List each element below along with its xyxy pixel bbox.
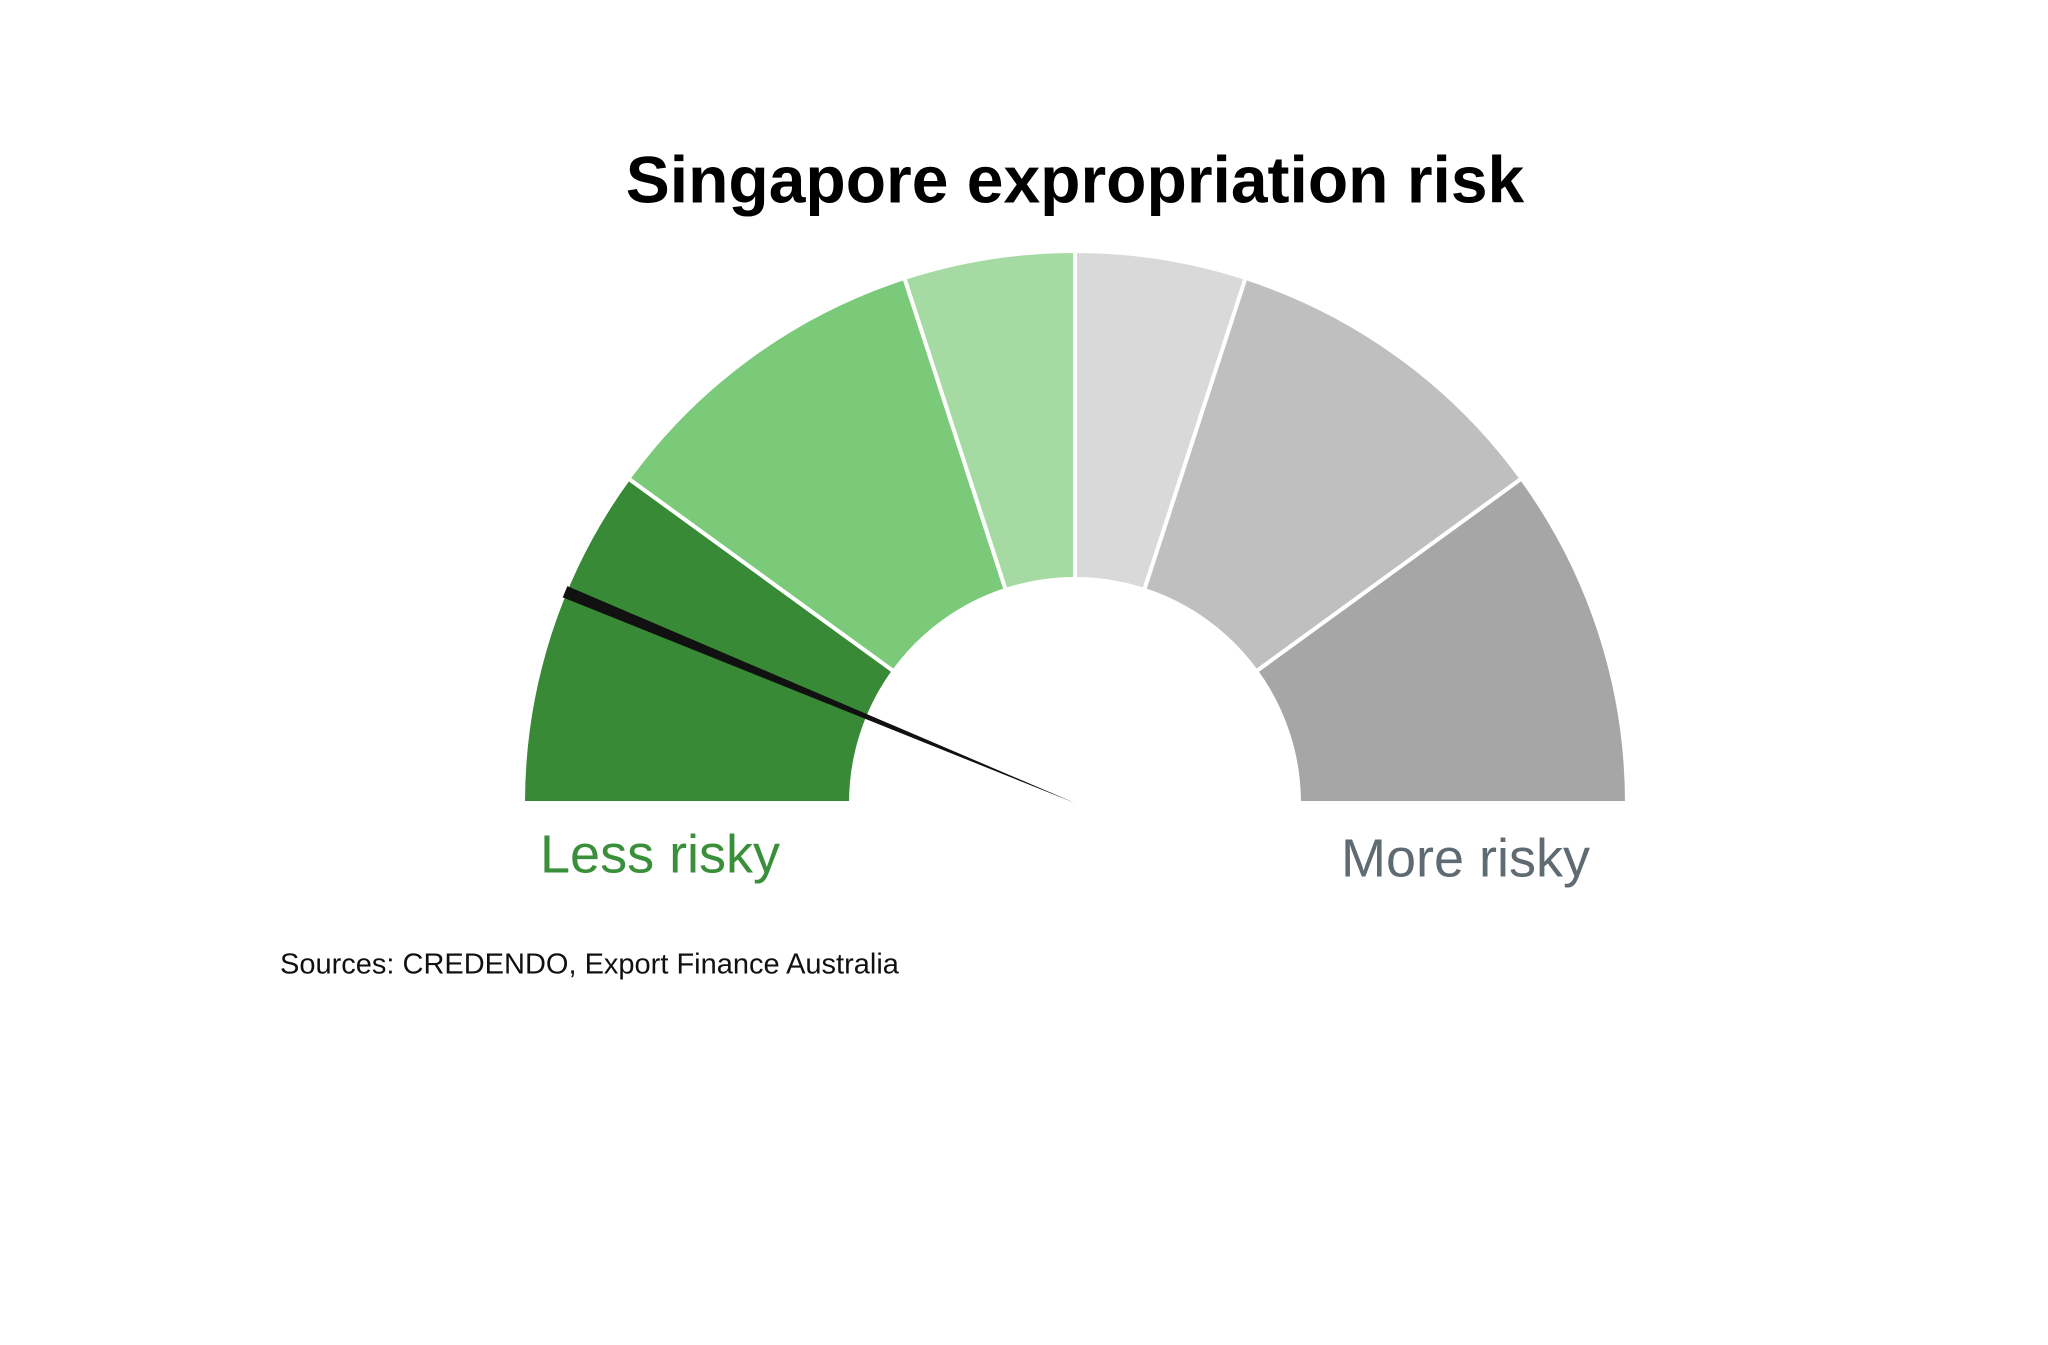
gauge-segment — [1141, 275, 1525, 675]
source-note: Sources: CREDENDO, Export Finance Austra… — [280, 949, 900, 981]
gauge-segment — [625, 275, 1009, 675]
needle — [562, 586, 1075, 803]
gauge-segment — [520, 475, 897, 805]
gauge-segment — [1253, 475, 1630, 805]
min-label: Less risky — [540, 824, 780, 884]
max-label: More risky — [1341, 828, 1590, 888]
chart-title: Singapore expropriation risk — [626, 142, 1525, 216]
